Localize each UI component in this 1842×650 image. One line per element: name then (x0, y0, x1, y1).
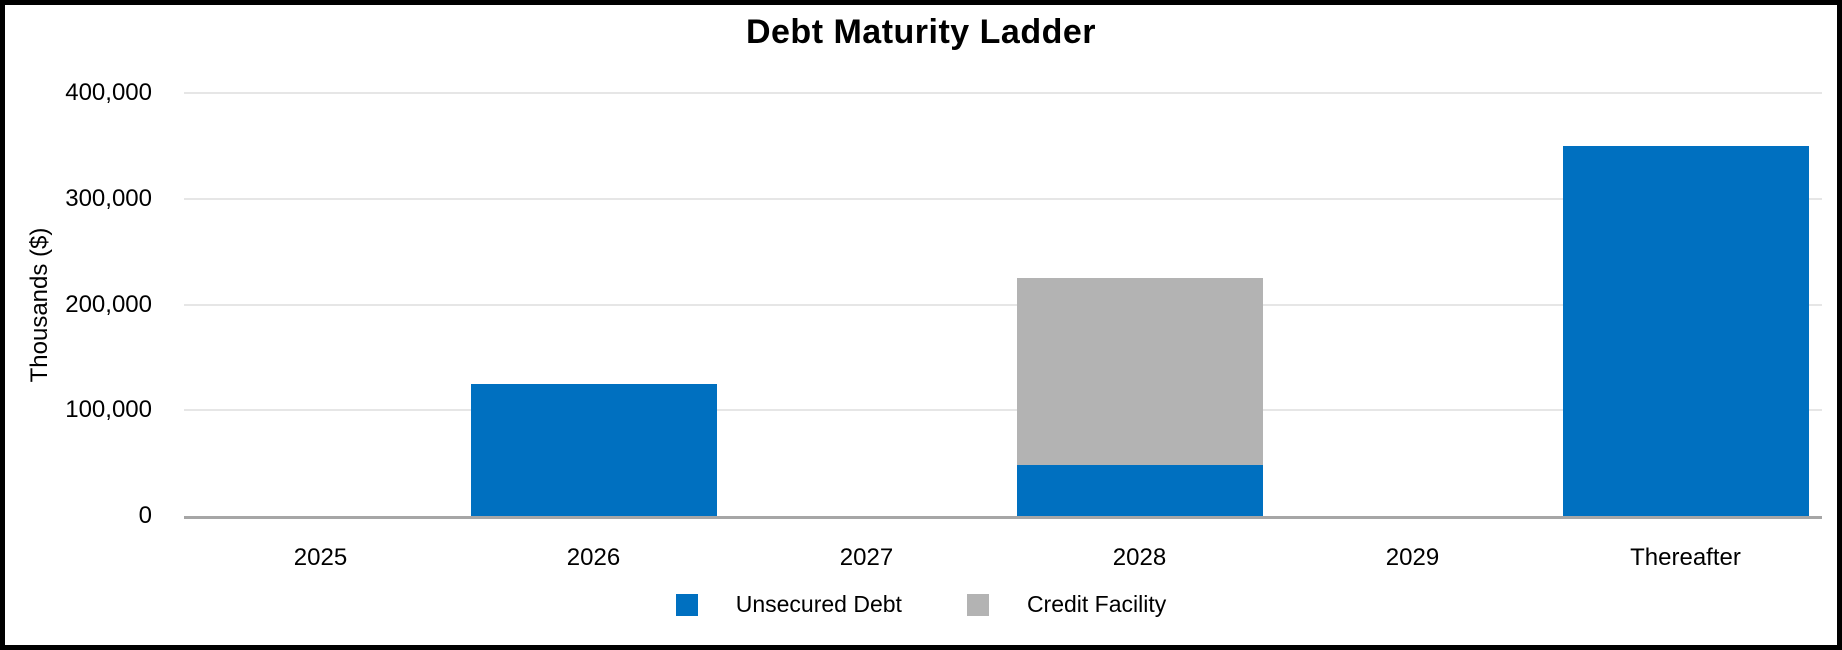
legend-item-credit-facility: Credit Facility (966, 591, 1167, 618)
gridline-100-000 (184, 409, 1822, 412)
legend: Unsecured Debt Credit Facility (5, 591, 1837, 618)
x-tick-label-2029: 2029 (1385, 544, 1440, 571)
bar-2026-unsecured-debt (470, 383, 717, 516)
legend-label-credit-facility: Credit Facility (1026, 591, 1167, 617)
y-tick-label-300-000: 300,000 (65, 184, 152, 212)
chart-title: Debt Maturity Ladder (745, 13, 1097, 51)
legend-swatch-credit-facility (966, 593, 989, 616)
legend-swatch-unsecured-debt (675, 593, 698, 616)
legend-label-unsecured-debt: Unsecured Debt (735, 591, 902, 617)
x-tick-label-2028: 2028 (1112, 544, 1167, 571)
plot-area: 0 100,000 200,000 300,000 400,000 2025 2026 202… (65, 79, 1822, 571)
bar-2028-unsecured-debt (1016, 465, 1263, 516)
y-tick-label-400-000: 400,000 (65, 79, 152, 106)
gridline-300-000 (184, 197, 1822, 200)
y-tick-label-100-000: 100,000 (65, 396, 152, 424)
bar-2028-credit-facility (1016, 278, 1263, 466)
x-tick-label-thereafter: Thereafter (1630, 544, 1741, 571)
gridline-400-000 (184, 92, 1822, 94)
x-tick-label-2026: 2026 (566, 544, 621, 571)
bar-thereafter-unsecured-debt (1562, 145, 1809, 516)
legend-item-unsecured-debt: Unsecured Debt (675, 591, 902, 618)
x-tick-label-2025: 2025 (293, 544, 348, 571)
x-tick-label-2027: 2027 (839, 544, 894, 571)
gridline-200-000 (184, 303, 1822, 306)
y-tick-label-0: 0 (138, 502, 152, 529)
y-tick-label-200-000: 200,000 (65, 290, 152, 318)
